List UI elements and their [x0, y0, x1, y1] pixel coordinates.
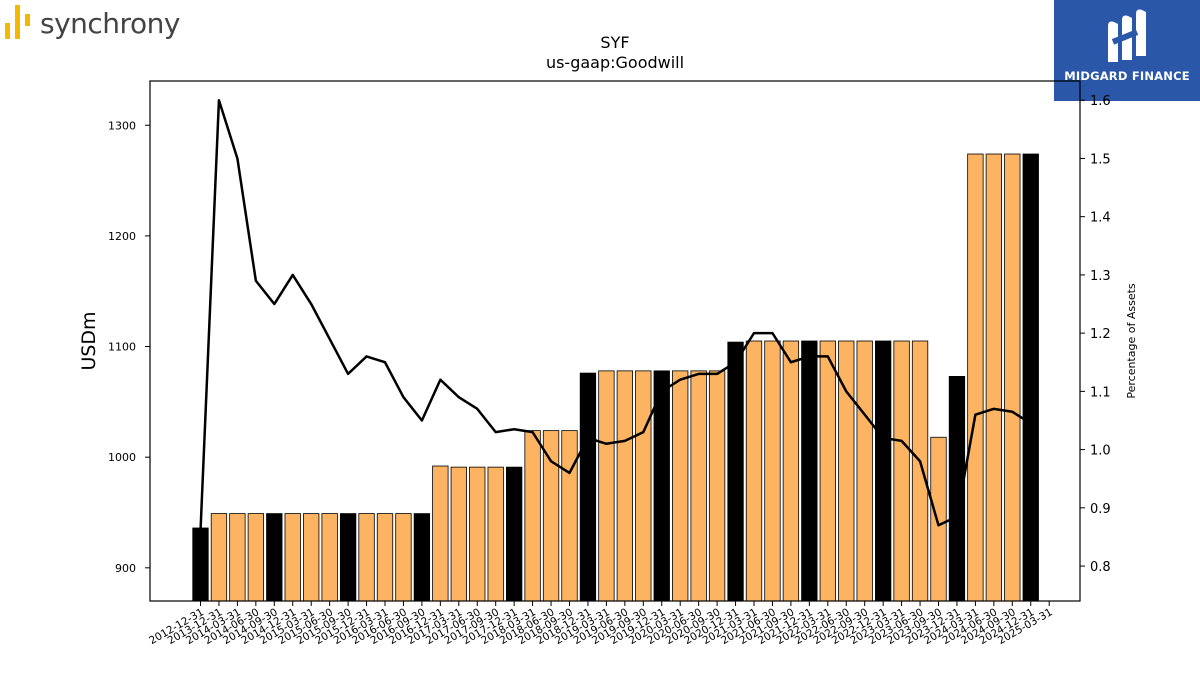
y-tick-label: 1000: [108, 451, 136, 464]
chart-subtitle: us-gaap:Goodwill: [546, 53, 684, 72]
bar: [229, 513, 246, 602]
bar: [487, 466, 504, 602]
y2-tick-label: 1.1: [1090, 385, 1111, 400]
plot-frame: [149, 80, 1081, 602]
bar: [819, 340, 836, 602]
bar: [911, 340, 929, 602]
y2-axis-label: Percentage of Assets: [1125, 283, 1138, 399]
y2-tick-label: 1.5: [1090, 152, 1111, 167]
y-axis-left: 900 1000 1100 1200 1300: [108, 119, 150, 575]
bar: [782, 340, 800, 602]
bar: [616, 370, 633, 602]
bar: [930, 436, 947, 602]
midgard-finance-logo: MIDGARD FINANCE: [1054, 0, 1200, 101]
bar: [210, 513, 228, 602]
synchrony-logo: synchrony: [4, 4, 204, 44]
bar: [690, 370, 707, 602]
bar: [672, 370, 689, 602]
bar: [192, 527, 209, 602]
y-axis-label: USDm: [78, 311, 100, 370]
bar: [635, 370, 652, 602]
synchrony-logo-text: synchrony: [40, 7, 180, 40]
bar: [745, 340, 763, 602]
y-tick-label: 900: [115, 562, 136, 575]
bar: [339, 513, 357, 602]
percentage-line: [199, 98, 1032, 532]
bar: [450, 466, 467, 602]
bar: [321, 513, 338, 602]
logo-bar-medium: [25, 14, 30, 26]
bar: [266, 513, 283, 602]
bar-series: [192, 153, 1039, 602]
y2-tick-label: 1.6: [1090, 94, 1111, 109]
midgard-finance-logo-text: MIDGARD FINANCE: [1064, 69, 1190, 83]
bar: [505, 466, 523, 602]
bar: [376, 513, 394, 602]
bar: [561, 430, 578, 602]
bar: [524, 430, 541, 602]
bar: [875, 340, 892, 602]
bar: [303, 513, 320, 602]
bar: [856, 340, 873, 602]
y-tick-label: 1300: [108, 119, 136, 132]
bar: [432, 465, 449, 602]
chart-title: SYF: [600, 33, 629, 52]
bar: [985, 153, 1002, 602]
bar: [413, 513, 431, 602]
y-tick-label: 1100: [108, 341, 136, 354]
y2-tick-label: 1.2: [1090, 327, 1111, 342]
bar: [542, 430, 560, 602]
bar: [358, 513, 375, 602]
y-tick-label: 1200: [108, 230, 136, 243]
line-series: [199, 98, 1032, 532]
bar: [1004, 153, 1021, 602]
y2-tick-label: 1.0: [1090, 444, 1111, 459]
y-axis-right: 0.8 0.9 1.0 1.1 1.2 1.3 1.4 1.5 1.6: [1080, 94, 1111, 575]
bar: [967, 153, 984, 602]
y2-tick-label: 0.8: [1090, 560, 1111, 575]
bar: [469, 466, 486, 602]
y2-tick-label: 0.9: [1090, 502, 1111, 517]
bar: [247, 513, 265, 602]
bar: [1022, 153, 1039, 602]
synchrony-logo-mark-icon: [5, 5, 30, 39]
bar: [284, 513, 301, 602]
bar: [893, 340, 910, 602]
y2-tick-label: 1.3: [1090, 269, 1111, 284]
logo-bar-tall: [15, 5, 20, 39]
y2-tick-label: 1.4: [1090, 211, 1111, 226]
bar: [764, 340, 781, 602]
midgard-finance-mark-icon: [1108, 9, 1146, 62]
bar: [708, 370, 726, 602]
x-axis: 2012-12-312013-12-312014-03-312014-06-30…: [147, 601, 1055, 647]
logo-bar-short: [5, 23, 10, 39]
bar: [579, 372, 597, 602]
bar: [598, 370, 615, 602]
bar: [395, 513, 412, 602]
bar: [727, 341, 744, 602]
bar: [801, 340, 818, 602]
